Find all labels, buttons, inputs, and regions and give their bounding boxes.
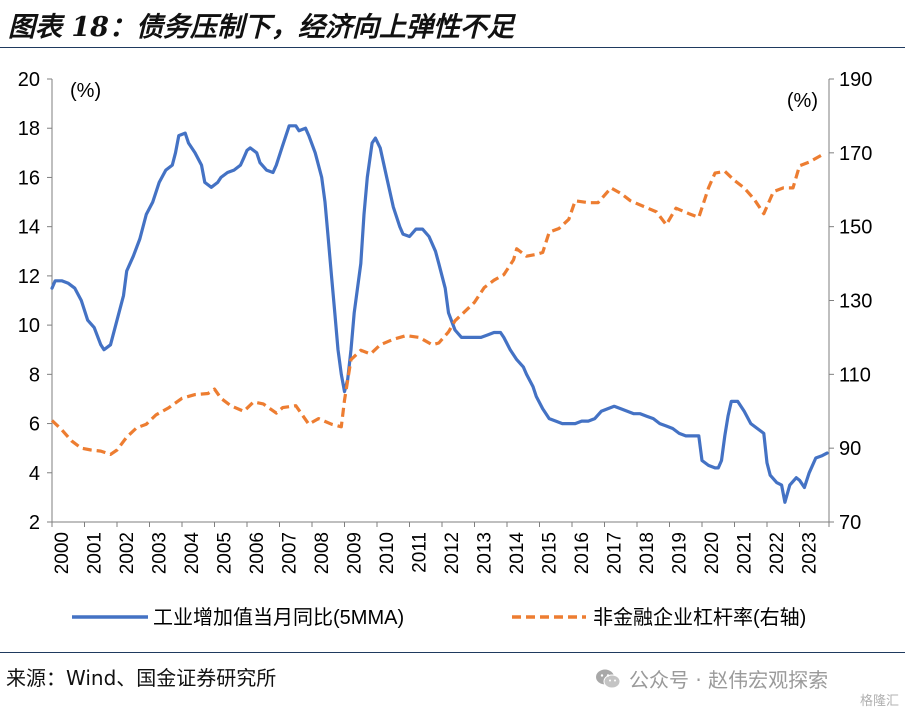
left-tick-label: 12: [18, 266, 40, 288]
left-tick-label: 20: [18, 69, 40, 91]
wechat-icon: [596, 669, 621, 688]
left-tick-label: 14: [18, 217, 40, 239]
x-tick-label: 2001: [84, 532, 105, 574]
x-tick-label: 2022: [767, 532, 788, 574]
x-tick-label: 2008: [312, 532, 333, 574]
x-tick-label: 2009: [344, 532, 365, 574]
x-tick-label: 2014: [507, 532, 528, 575]
x-tick-label: 2015: [539, 532, 560, 574]
chart: 2 4 6 8 10 12 14 16 18 20 (%) 70 90 110 130 150 170 190 (…: [18, 69, 873, 629]
left-tick-label: 16: [18, 167, 40, 189]
x-tick-label: 2011: [409, 532, 430, 573]
x-tick-label: 2013: [474, 532, 495, 574]
x-tick-label: 2021: [734, 532, 755, 574]
left-tick-label: 2: [29, 512, 40, 534]
x-tick-label: 2018: [637, 532, 658, 574]
source-rule: [0, 652, 905, 653]
right-tick-label: 170: [839, 143, 872, 165]
x-tick-label: 2017: [604, 532, 625, 574]
legend-label-industrial: 工业增加值当月同比(5MMA): [153, 606, 404, 629]
series-lines: [50, 124, 829, 504]
left-tick-label: 8: [29, 364, 40, 386]
industrial-value-added-line: [50, 124, 829, 504]
left-tick-label: 10: [18, 315, 40, 337]
left-tick-label: 6: [29, 414, 40, 436]
left-tick-label: 18: [18, 118, 40, 140]
left-axis-ticks: 2 4 6 8 10 12 14 16 18 20 (%): [18, 69, 101, 534]
right-tick-label: 150: [839, 217, 872, 239]
legend-label-leverage: 非金融企业杠杆率(右轴): [593, 606, 806, 629]
x-tick-label: 2003: [149, 532, 170, 574]
x-tick-label: 2006: [247, 532, 268, 574]
x-tick-label: 2007: [279, 532, 300, 574]
x-tick-label: 2000: [52, 532, 73, 574]
left-axis-unit-label: (%): [70, 80, 101, 102]
legend: 工业增加值当月同比(5MMA) 非金融企业杠杆率(右轴): [72, 606, 806, 629]
x-tick-label: 2019: [669, 532, 690, 574]
x-tick-label: 2005: [214, 532, 235, 574]
right-tick-label: 130: [839, 291, 872, 313]
right-tick-label: 70: [839, 512, 861, 534]
right-tick-label: 110: [839, 364, 871, 386]
plot-frame: [51, 79, 830, 523]
left-tick-label: 4: [29, 463, 40, 485]
page-title: 图表 18：债务压制下，经济向上弹性不足: [8, 12, 514, 43]
right-tick-label: 90: [839, 438, 861, 460]
watermark: 公众号 · 赵伟宏观探索: [595, 664, 828, 693]
source-note: 来源：Wind、国金证券研究所: [6, 666, 277, 690]
right-axis-unit-label: (%): [787, 90, 818, 112]
x-tick-label: 2023: [799, 532, 820, 574]
corner-mark: 格隆汇: [859, 694, 899, 709]
nonfinancial-leverage-line: [50, 153, 824, 456]
title-rule: [0, 47, 905, 48]
x-tick-label: 2016: [572, 532, 593, 574]
x-tick-label: 2004: [182, 532, 203, 575]
x-tick-label: 2020: [702, 532, 723, 574]
x-axis-ticks: 2000 2001 2002 2003 2004 2005 2006 2007 2008 2009…: [51, 522, 830, 575]
right-axis-ticks: 70 90 110 130 150 170 190 (%): [787, 69, 872, 534]
x-tick-label: 2010: [377, 532, 398, 574]
x-tick-label: 2002: [117, 532, 138, 574]
x-tick-label: 2012: [442, 532, 463, 574]
right-tick-label: 190: [839, 69, 872, 91]
watermark-text: 公众号 · 赵伟宏观探索: [629, 668, 829, 692]
